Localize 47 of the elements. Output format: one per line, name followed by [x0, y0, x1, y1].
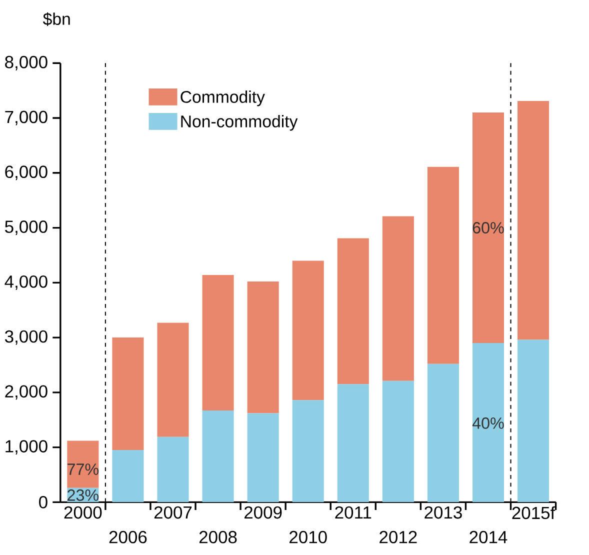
x-tick-label: 2011 [335, 506, 372, 519]
bar [292, 400, 324, 502]
y-tick-label: 5,000 [5, 220, 48, 236]
annotation: 23% [68, 490, 99, 502]
legend-label: Commodity [180, 90, 265, 106]
y-tick-label: 7,000 [5, 110, 48, 126]
annotation: 77% [68, 464, 99, 476]
bar [337, 238, 369, 384]
y-tick-label: 6,000 [5, 166, 48, 180]
x-tick-label: 2014 [470, 531, 508, 544]
y-tick-label: 2,000 [5, 385, 48, 400]
bar [382, 381, 414, 502]
y-tick-label: 1,000 [6, 440, 48, 455]
bar [112, 450, 144, 502]
bar [157, 322, 189, 438]
bar [202, 410, 234, 502]
bar [427, 167, 459, 364]
y-tick-label: 3,000 [4, 330, 48, 345]
bar [292, 260, 324, 400]
bar [427, 364, 459, 502]
bar [202, 275, 234, 411]
bar [518, 101, 550, 340]
x-tick-label: 2006 [109, 531, 147, 544]
x-tick-label: 2012 [380, 531, 417, 544]
bar [67, 440, 99, 488]
x-tick-label: 2000 [64, 506, 102, 519]
bar [112, 338, 144, 450]
legend-label: Non-commodity [181, 115, 298, 131]
bar [337, 384, 369, 502]
y-tick-label: 4,000 [4, 276, 48, 290]
bar [472, 112, 504, 344]
x-tick-label: 2010 [290, 531, 327, 544]
x-tick-label: 2008 [199, 531, 237, 544]
bar [247, 413, 279, 502]
y-tick-label: 0 [39, 496, 48, 509]
bar [157, 437, 189, 502]
y-tick-label: 8,000 [5, 56, 48, 71]
x-tick-label: 2013 [424, 506, 462, 519]
bar [382, 216, 414, 382]
annotation: 60% [472, 222, 504, 234]
bar [247, 282, 279, 414]
x-tick-label: 2015f [512, 506, 556, 520]
bar [472, 343, 504, 502]
bar [518, 340, 550, 502]
y-axis-title: $bn [43, 12, 70, 26]
x-tick-label: 2009 [244, 506, 282, 519]
x-tick-label: 2007 [154, 506, 192, 519]
